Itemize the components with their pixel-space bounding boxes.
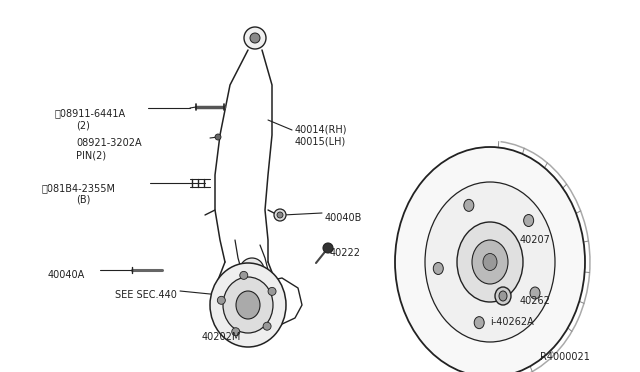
Text: 40262: 40262 [520, 296, 551, 306]
Text: 40040B: 40040B [325, 213, 362, 223]
Text: 40015(LH): 40015(LH) [295, 137, 346, 147]
Circle shape [250, 33, 260, 43]
Circle shape [232, 328, 240, 336]
Ellipse shape [464, 199, 474, 211]
Text: ⓝ08911-6441A: ⓝ08911-6441A [55, 108, 126, 118]
Ellipse shape [472, 240, 508, 284]
Ellipse shape [483, 253, 497, 270]
Circle shape [218, 296, 225, 304]
Text: (2): (2) [76, 120, 90, 130]
Ellipse shape [474, 317, 484, 328]
Ellipse shape [425, 182, 555, 342]
Circle shape [263, 322, 271, 330]
Text: PIN(2): PIN(2) [76, 150, 106, 160]
Circle shape [240, 271, 248, 279]
Ellipse shape [524, 215, 534, 227]
Ellipse shape [210, 263, 286, 347]
Ellipse shape [236, 291, 260, 319]
Ellipse shape [457, 222, 523, 302]
Circle shape [268, 288, 276, 295]
Text: R4000021: R4000021 [540, 352, 590, 362]
Circle shape [246, 264, 258, 276]
Circle shape [244, 27, 266, 49]
Ellipse shape [495, 287, 511, 305]
Text: 40207: 40207 [520, 235, 551, 245]
Text: Ⓑ081B4-2355M: Ⓑ081B4-2355M [42, 183, 116, 193]
Ellipse shape [223, 277, 273, 333]
Text: 40222: 40222 [330, 248, 361, 258]
Circle shape [240, 258, 264, 282]
Ellipse shape [499, 291, 507, 301]
Text: 40040A: 40040A [48, 270, 85, 280]
Text: i-40262A: i-40262A [490, 317, 534, 327]
Circle shape [274, 209, 286, 221]
Ellipse shape [530, 287, 540, 299]
Ellipse shape [433, 263, 444, 275]
Text: 40202M: 40202M [202, 332, 241, 342]
Circle shape [277, 212, 283, 218]
Text: 40014(RH): 40014(RH) [295, 125, 348, 135]
Text: 08921-3202A: 08921-3202A [76, 138, 141, 148]
Circle shape [215, 134, 221, 140]
Text: (B): (B) [76, 195, 90, 205]
Text: SEE SEC.440: SEE SEC.440 [115, 290, 177, 300]
Circle shape [323, 243, 333, 253]
Ellipse shape [395, 147, 585, 372]
